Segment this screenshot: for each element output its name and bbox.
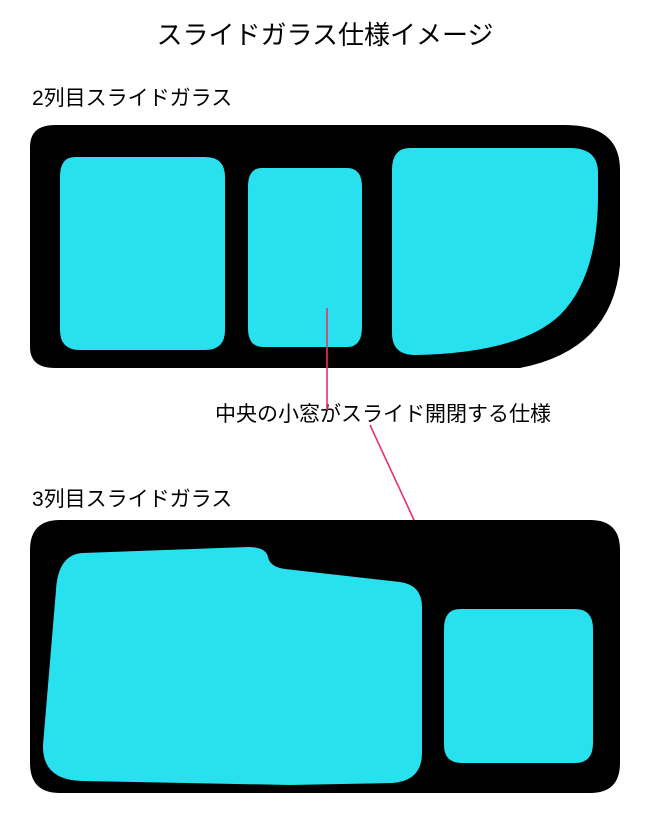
row3-small-pane — [444, 609, 593, 763]
page-title: スライドガラス仕様イメージ — [0, 15, 650, 52]
page: { "title": { "text": "スライドガラス仕様イメージ", "f… — [0, 0, 650, 821]
diagram-row2 — [0, 115, 650, 375]
annotation-text: 中央の小窓がスライド開閉する仕様 — [215, 398, 551, 428]
row3-large-pane — [43, 547, 422, 785]
row2-left-pane — [60, 157, 225, 350]
label-row3: 3列目スライドガラス — [32, 483, 232, 513]
label-row2: 2列目スライドガラス — [32, 82, 232, 112]
diagram-row3 — [0, 515, 650, 800]
row2-center-pane — [248, 168, 362, 347]
